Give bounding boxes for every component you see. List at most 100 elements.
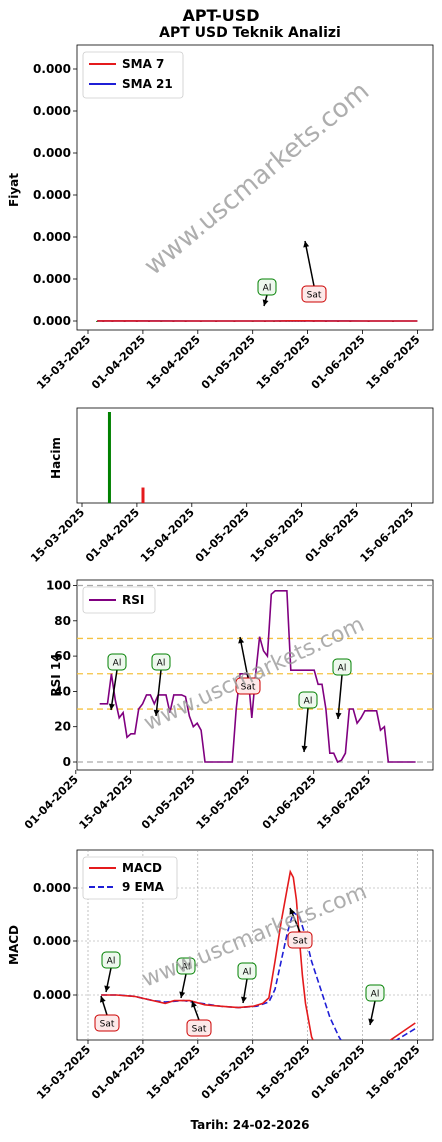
macd-signal-sell-2-label: Sat: [192, 1025, 207, 1035]
volume-xtick-label: 15-05-2025: [248, 506, 307, 565]
rsi-ytick-label: 60: [54, 649, 71, 663]
macd-signal-buy-1-box: [101, 951, 121, 969]
macd-signal-buy-3-label: Al: [243, 968, 252, 978]
rsi-signal-buy-1-box: [107, 653, 127, 671]
volume-xtick-label: 15-04-2025: [138, 506, 197, 565]
price-xtick-label: 15-06-2025: [364, 333, 423, 392]
volume-xtick-label: 15-06-2025: [358, 506, 417, 565]
rsi-signal-sell-label: Sat: [241, 683, 256, 693]
rsi-signal-buy-3-label: Al: [304, 697, 313, 707]
rsi-signal-buy-1-arrow: [110, 669, 118, 711]
macd-signal-buy-2-arrowhead: [179, 991, 186, 998]
rsi-legend-label: RSI: [122, 593, 144, 607]
rsi-signal-sell-arrow: [239, 636, 249, 679]
macd-xtick-label: 15-04-2025: [144, 1043, 203, 1102]
macd-signal-buy-2-box: [176, 957, 196, 975]
macd-xtick-label: 01-06-2025: [309, 1043, 368, 1102]
volume-panel-frame: [76, 407, 434, 504]
macd-xtick-label: 15-03-2025: [34, 1043, 93, 1102]
volume-xtick-label: 01-04-2025: [83, 506, 142, 565]
price-signal-sell-arrow: [304, 240, 315, 287]
price-ytick-label: 0.000: [33, 188, 71, 202]
macd-signal-buy-3-arrowhead: [241, 996, 247, 1003]
volume-xtick-label: 01-06-2025: [303, 506, 362, 565]
volume-ylabel: Hacim: [49, 437, 63, 479]
rsi-panel-frame: [76, 579, 434, 771]
price-plot-area: [96, 320, 418, 322]
rsi-ytick-label: 40: [54, 684, 71, 698]
rsi-signal-buy-4-arrowhead: [335, 712, 342, 719]
price-ytick-label: 0.000: [33, 104, 71, 118]
macd-signal-sell-2-box: [186, 1019, 212, 1037]
macd-panel-frame: [76, 849, 434, 1041]
macd-signal-sell-1-label: Sat: [100, 1020, 115, 1030]
macd-xtick-label: 01-05-2025: [199, 1043, 258, 1102]
macd-signal-buy-4-box: [365, 984, 385, 1002]
figure-title: APT-USD: [182, 6, 260, 25]
rsi-ytick-label: 0: [63, 755, 71, 769]
price-signal-sell-box: [301, 285, 327, 303]
rsi-ytick-label: 80: [54, 614, 71, 628]
rsi-plot-area: [77, 584, 433, 764]
macd-signal-buy-1-arrowhead: [104, 985, 111, 992]
macd-signal-buy-3-box: [237, 962, 257, 980]
macd-line: [101, 869, 416, 1040]
price-ytick-label: 0.000: [33, 230, 71, 244]
rsi-signal-buy-2-arrowhead: [153, 709, 160, 716]
rsi-signal-buy-2-arrow: [155, 669, 162, 717]
rsi-signal-buy-3-box: [298, 691, 318, 709]
price-ytick-label: 0.000: [33, 272, 71, 286]
volume-xtick-label: 15-03-2025: [28, 506, 87, 565]
rsi-xtick-label: 15-06-2025: [314, 773, 373, 832]
macd-legend-label-ema: 9 EMA: [122, 880, 165, 894]
rsi-xtick-label: 01-05-2025: [139, 773, 198, 832]
price-signal-buy-label: Al: [263, 284, 272, 294]
rsi-signal-sell-box: [235, 677, 261, 695]
macd-ylabel: MACD: [7, 925, 21, 965]
date-label: Tarih: 24-02-2026: [190, 1118, 310, 1132]
rsi-ytick-label: 100: [46, 579, 71, 593]
price-panel-frame: [76, 44, 434, 331]
macd-signal-sell-3-arrowhead: [289, 908, 296, 915]
macd-signal-sell-3-box: [287, 931, 313, 949]
rsi-xtick-label: 15-04-2025: [77, 773, 136, 832]
macd-legend-label-macd: MACD: [122, 861, 162, 875]
rsi-ytick-label: 20: [54, 720, 71, 734]
macd-xtick-label: 15-05-2025: [254, 1043, 313, 1102]
macd-signal-sell-3-label: Sat: [293, 937, 308, 947]
rsi-signal-buy-3-arrow: [303, 707, 309, 753]
price-signal-sell-label: Sat: [307, 291, 322, 301]
rsi-signal-sell-arrowhead: [238, 637, 245, 644]
rsi-signal-buy-1-arrowhead: [108, 703, 115, 710]
rsi-signal-buy-1-label: Al: [113, 659, 122, 669]
macd-signal-buy-4-label: Al: [371, 990, 380, 1000]
rsi-xtick-label: 01-04-2025: [22, 773, 81, 832]
figure-subtitle: APT USD Teknik Analizi: [159, 25, 341, 41]
price-xtick-label: 15-05-2025: [254, 333, 313, 392]
macd-signal-sell-1-box: [94, 1014, 120, 1032]
macd-xtick-label: 15-06-2025: [364, 1043, 423, 1102]
price-ytick-label: 0.000: [33, 62, 71, 76]
macd-signal-buy-4-arrowhead: [368, 1018, 375, 1025]
price-legend-label-sma21: SMA 21: [122, 77, 173, 91]
rsi-signal-buy-2-box: [151, 653, 171, 671]
macd-ytick-label: 0.000: [33, 934, 71, 948]
rsi-signal-buy-4-box: [332, 658, 352, 676]
rsi-ylabel: RSI 14: [49, 653, 63, 696]
macd-xtick-label: 01-04-2025: [89, 1043, 148, 1102]
price-signal-buy-box: [257, 278, 277, 296]
rsi-signal-buy-4-arrow: [337, 674, 343, 720]
macd-ytick-label: 0.000: [33, 988, 71, 1002]
price-ytick-label: 0.000: [33, 146, 71, 160]
volume-bar: [107, 412, 111, 503]
price-candle: [96, 320, 99, 322]
price-xtick-label: 15-04-2025: [144, 333, 203, 392]
price-xtick-label: 15-03-2025: [34, 333, 93, 392]
volume-xtick-label: 01-05-2025: [193, 506, 252, 565]
macd-signal-buy-2-label: Al: [182, 963, 191, 973]
price-xtick-label: 01-06-2025: [309, 333, 368, 392]
macd-signal-buy-1-label: Al: [107, 957, 116, 967]
price-signal-buy-arrowhead: [262, 299, 269, 306]
